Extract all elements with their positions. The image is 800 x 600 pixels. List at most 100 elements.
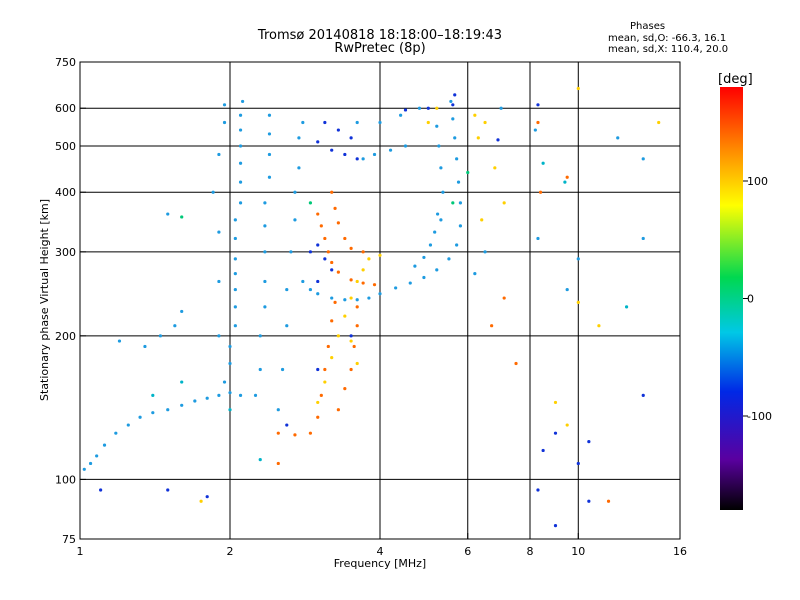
data-point	[565, 175, 569, 179]
data-point	[536, 236, 540, 241]
data-point	[95, 454, 99, 458]
data-point	[258, 458, 262, 462]
data-point	[349, 246, 353, 250]
data-point	[217, 393, 221, 398]
colorbar-tick-label: 100	[747, 175, 768, 188]
data-point	[355, 361, 359, 366]
data-point	[267, 175, 272, 179]
x-tick-label: 8	[527, 545, 534, 558]
data-point	[372, 152, 377, 157]
data-point	[330, 296, 334, 300]
data-point	[399, 113, 403, 117]
data-point	[333, 300, 337, 305]
data-point	[355, 157, 359, 161]
data-point	[193, 399, 197, 403]
data-point	[238, 180, 243, 184]
y-tick-label: 300	[55, 246, 76, 259]
data-point	[451, 117, 455, 121]
data-point	[493, 166, 497, 170]
data-point	[323, 380, 327, 384]
data-point	[151, 411, 155, 415]
data-point	[606, 499, 611, 503]
grid-lines	[80, 62, 680, 539]
data-point	[258, 334, 262, 338]
data-point	[367, 257, 371, 261]
data-point	[428, 243, 433, 247]
data-point	[388, 148, 393, 152]
x-axis-label: Frequency [MHz]	[334, 557, 426, 570]
data-point	[173, 324, 177, 328]
data-point	[217, 334, 221, 338]
data-point	[355, 279, 359, 284]
data-point	[483, 250, 487, 254]
data-point	[308, 201, 313, 205]
data-point	[455, 243, 459, 247]
colorbar-label: [deg]	[718, 72, 753, 87]
data-point	[180, 403, 184, 407]
data-point	[233, 272, 237, 276]
data-point	[422, 275, 426, 280]
data-point	[263, 305, 267, 309]
data-point	[394, 286, 398, 290]
data-point	[433, 230, 437, 234]
data-point	[367, 296, 371, 300]
data-point	[447, 257, 451, 261]
data-point	[597, 324, 601, 328]
data-point	[480, 218, 484, 222]
data-point	[641, 393, 645, 398]
data-point	[355, 298, 359, 302]
data-point	[349, 278, 353, 282]
x-tick-label: 6	[464, 545, 471, 558]
data-point	[238, 201, 243, 205]
data-point	[451, 103, 455, 107]
data-point	[624, 305, 629, 309]
data-point	[565, 423, 569, 427]
data-point	[538, 190, 543, 194]
data-point	[336, 270, 340, 274]
data-point	[323, 236, 327, 241]
y-axis-label: Stationary phase Virtual Height [km]	[38, 199, 51, 401]
data-point	[293, 218, 297, 222]
data-point	[456, 180, 461, 184]
data-point	[276, 431, 280, 435]
data-point	[293, 433, 297, 437]
phase-stats-o-mode: mean, sd,O: -66.3, 16.1	[608, 33, 727, 44]
data-point	[228, 408, 232, 412]
data-point	[496, 138, 500, 142]
data-point	[316, 367, 320, 372]
data-point	[553, 524, 558, 528]
data-point	[330, 148, 334, 152]
data-point	[436, 212, 440, 216]
data-point	[280, 367, 285, 372]
y-tick-label: 750	[55, 56, 76, 69]
data-point	[326, 344, 330, 349]
data-point	[316, 140, 320, 144]
data-point	[439, 166, 443, 170]
data-point	[326, 250, 330, 254]
data-point	[641, 236, 645, 241]
chart-title: Tromsø 20140818 18:18:00–18:19:43	[257, 28, 503, 43]
data-point	[241, 99, 245, 104]
phase-stats-x-mode: mean, sd,X: 110.4, 20.0	[608, 44, 729, 55]
y-tick-label: 100	[55, 473, 76, 486]
data-point	[361, 281, 365, 285]
data-point	[343, 314, 347, 318]
data-point	[417, 106, 422, 110]
data-point	[99, 488, 103, 492]
data-point	[349, 136, 353, 140]
data-point	[502, 296, 506, 300]
data-point	[297, 136, 301, 140]
data-point	[616, 136, 620, 140]
data-point	[553, 431, 558, 435]
data-point	[349, 334, 353, 338]
data-point	[458, 224, 463, 228]
data-point	[473, 113, 477, 117]
data-point	[349, 296, 353, 300]
data-point	[533, 128, 537, 132]
data-point	[228, 361, 232, 366]
data-point	[238, 113, 243, 117]
data-point	[435, 106, 439, 110]
data-point	[426, 120, 430, 125]
data-point	[238, 161, 243, 165]
